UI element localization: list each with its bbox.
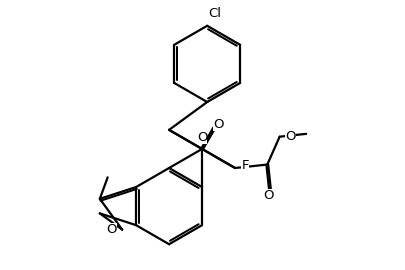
Text: F: F bbox=[241, 159, 248, 172]
Text: O: O bbox=[196, 131, 207, 144]
Text: O: O bbox=[213, 118, 223, 131]
Text: O: O bbox=[107, 223, 117, 236]
Text: O: O bbox=[263, 189, 273, 202]
Text: Cl: Cl bbox=[208, 7, 221, 20]
Text: O: O bbox=[285, 130, 295, 143]
